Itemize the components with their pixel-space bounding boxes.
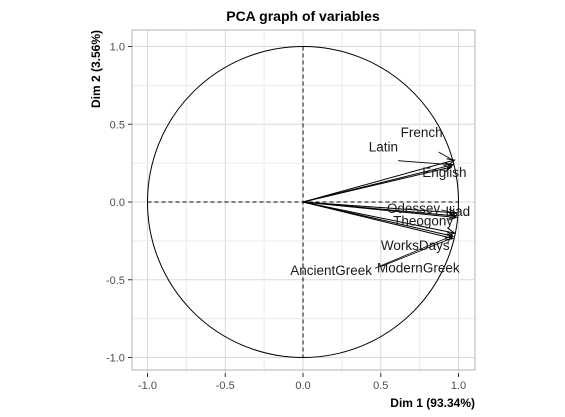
y-axis-label: Dim 2 (3.56%) (89, 30, 103, 108)
x-tick-label: 0.0 (295, 380, 310, 392)
arrowhead-worksdays (446, 228, 456, 236)
arrow-moderngreek (302, 201, 454, 240)
label-leader-latin (398, 160, 452, 166)
arrowhead-english (443, 165, 453, 173)
grid (131, 30, 475, 374)
plot-border (131, 29, 476, 371)
label-leader-worksdays (447, 232, 453, 244)
arrow-english (302, 166, 452, 203)
x-tick-label: -1.0 (138, 380, 157, 392)
arrow-french (302, 159, 455, 203)
arrow-worksdays (302, 201, 455, 234)
variable-label-iliad: Iliad (445, 204, 470, 219)
label-leader-moderngreek (380, 238, 452, 267)
y-tick-label: 0.5 (110, 119, 125, 131)
variable-arrows (302, 158, 458, 241)
variable-label-french: French (401, 125, 443, 140)
x-tick-label: 0.5 (373, 380, 388, 392)
y-axis-ticks: -1.0 -0.5 0.0 0.5 1.0 (106, 42, 132, 365)
variable-label-english: English (422, 165, 466, 180)
variable-label-moderngreek: ModernGreek (377, 261, 460, 276)
chart-title: PCA graph of variables (226, 8, 380, 24)
variable-label-worksdays: WorksDays (381, 238, 450, 253)
label-leader-odessey (441, 209, 455, 214)
x-axis-label: Dim 1 (93.34%) (390, 396, 475, 410)
x-tick-label: 1.0 (451, 380, 466, 392)
arrowhead-french (446, 158, 456, 166)
variable-label-odessey: Odessey (387, 201, 441, 216)
label-leader-ancientgreek (374, 235, 452, 269)
x-tick-label: -0.5 (216, 380, 235, 392)
y-tick-label: -1.0 (106, 353, 125, 365)
arrow-theogony (302, 201, 457, 219)
y-tick-label: 1.0 (110, 42, 125, 54)
arrow-odessey (302, 201, 457, 214)
arrowhead-iliad (448, 211, 458, 220)
arrowhead-theogony (448, 213, 458, 221)
variable-label-latin: Latin (369, 140, 398, 155)
variable-label-ancientgreek: AncientGreek (290, 263, 372, 278)
label-leader-french (438, 151, 453, 161)
variable-label-theogony: Theogony (393, 214, 453, 229)
y-tick-label: -0.5 (106, 275, 125, 287)
x-axis-ticks: -1.0 -0.5 0.0 0.5 1.0 (138, 373, 466, 392)
y-tick-label: 0.0 (110, 197, 125, 209)
